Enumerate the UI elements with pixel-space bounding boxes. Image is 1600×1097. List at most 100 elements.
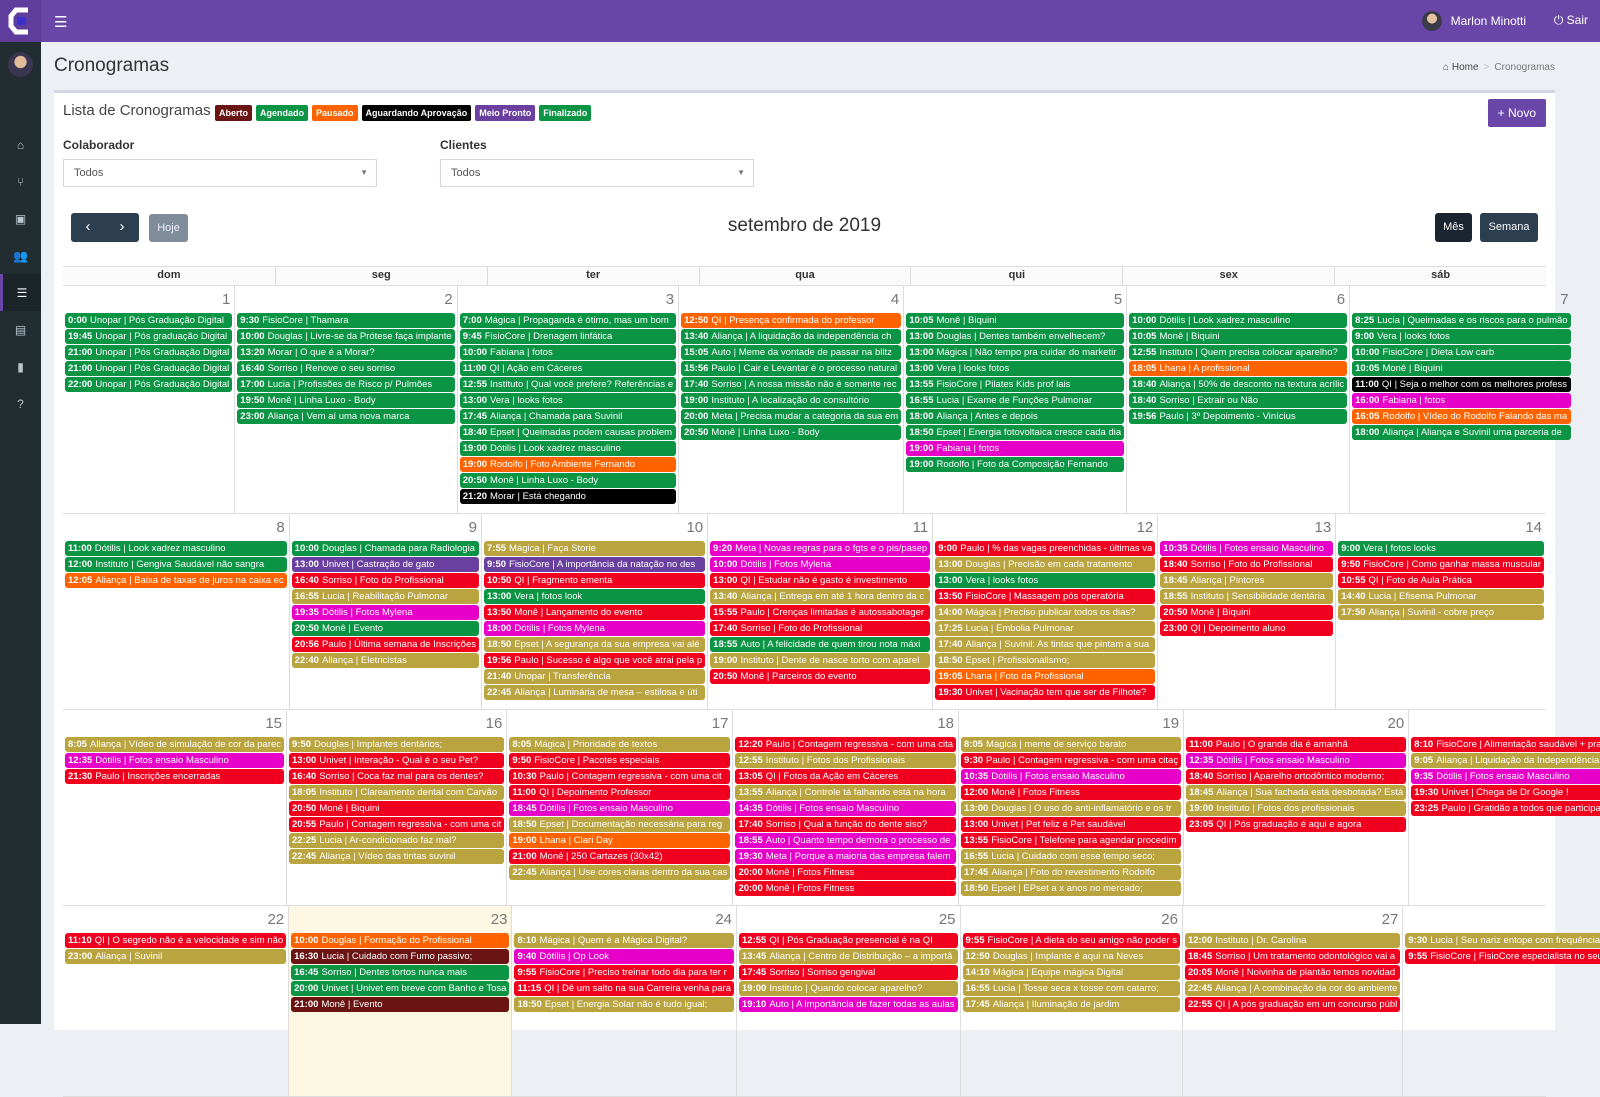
users-icon[interactable]: 👥 bbox=[0, 237, 41, 274]
money-icon[interactable]: ▣ bbox=[0, 200, 41, 237]
breadcrumb-home[interactable]: Home bbox=[1452, 62, 1479, 73]
week-view-button[interactable]: Semana bbox=[1480, 213, 1538, 242]
database-icon[interactable]: ▮ bbox=[0, 348, 41, 385]
menu-toggle-icon[interactable]: ☰ bbox=[54, 13, 67, 31]
sitemap-icon[interactable]: ⑂ bbox=[0, 163, 41, 200]
logout-button[interactable]: ⏻ Sair bbox=[1554, 13, 1588, 28]
